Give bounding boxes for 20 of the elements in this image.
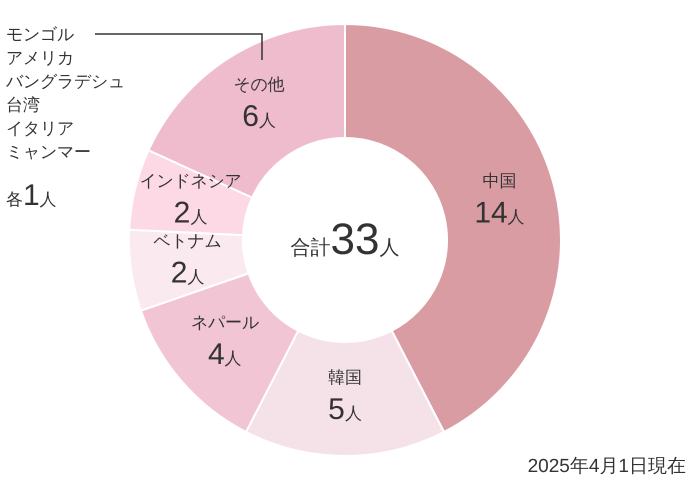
slice-label: インドネシア xyxy=(139,172,242,191)
text: 各1人 xyxy=(6,179,57,212)
data-label: 2人 xyxy=(174,196,208,230)
text: モンゴル xyxy=(6,25,74,44)
text: ミャンマー xyxy=(6,142,91,162)
text: 合計33人 xyxy=(290,215,400,264)
slice-label: その他 xyxy=(234,75,285,94)
data-label: 4人 xyxy=(208,338,242,372)
data-label: 14人 xyxy=(474,196,525,230)
data-label: 2人 xyxy=(170,256,204,290)
text: 台湾 xyxy=(6,96,40,114)
slice-label: 中国 xyxy=(482,172,517,191)
data-label: 5人 xyxy=(328,393,362,426)
slice-label: 韓国 xyxy=(328,368,362,387)
slice-label: ベトナム xyxy=(154,232,222,251)
text: バングラデシュ xyxy=(5,72,125,91)
slice-label: ネパール xyxy=(190,313,259,332)
data-label: 6人 xyxy=(242,100,276,134)
text: アメリカ xyxy=(6,48,74,68)
text: イタリア xyxy=(6,119,74,138)
